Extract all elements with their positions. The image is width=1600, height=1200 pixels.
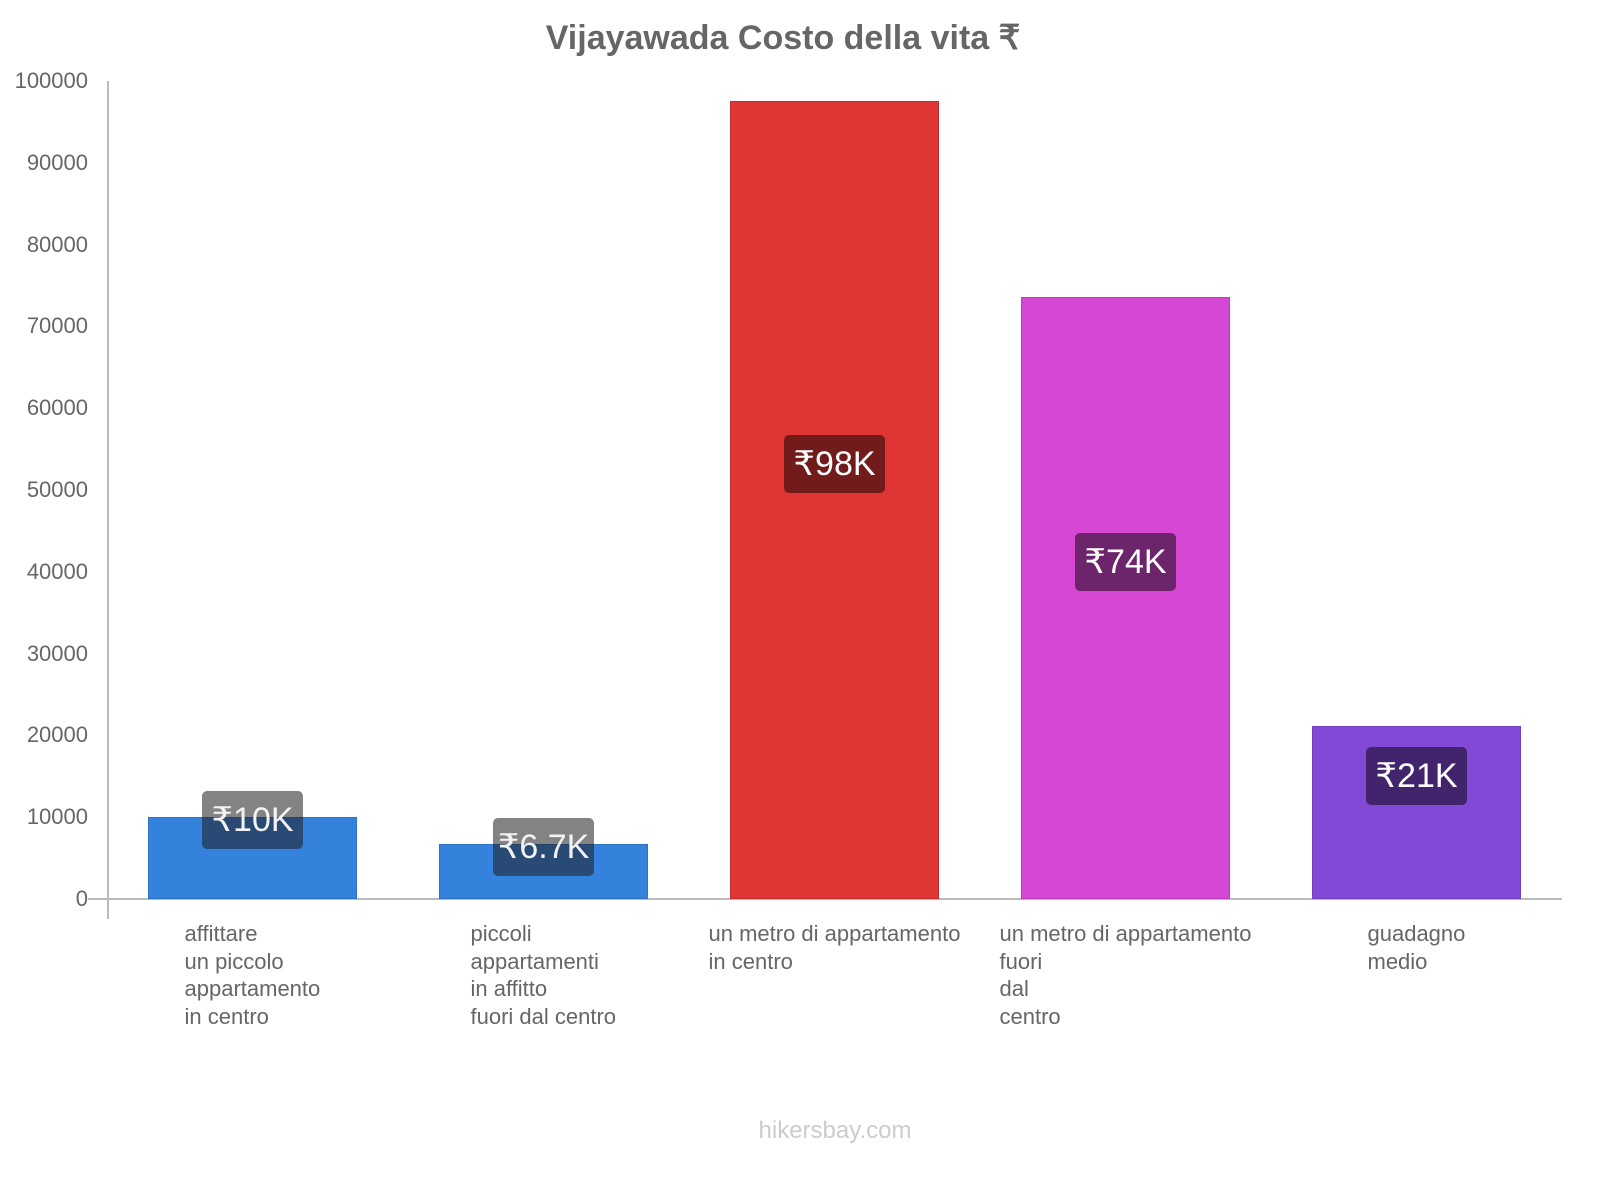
y-tick-label: 20000 [26,722,88,748]
y-tick-label: 30000 [26,640,88,666]
y-tick-label: 90000 [26,149,88,175]
y-tick-label: 70000 [26,313,88,339]
bar[interactable] [730,100,939,899]
y-tick-label: 40000 [26,558,88,584]
footer-watermark: hikersbay.com [758,1117,912,1144]
bar-value-label: ₹10K [202,791,303,850]
y-tick-label: 0 [75,886,88,911]
chart-title: Vijayawada Costo della vita ₹ [545,19,1021,57]
y-tick-label: 60000 [26,395,88,421]
x-category-label: affittare un piccolo appartamento in cen… [184,921,321,1029]
y-tick-label: 100000 [14,68,88,93]
y-tick-label: 10000 [26,804,88,830]
y-tick-label: 80000 [26,231,88,257]
x-category-label: guadagno medio [1367,921,1466,974]
x-category-label: un metro di appartamento in centro [708,921,961,974]
x-axis-line [88,898,1562,900]
x-category-label: piccoli appartamenti in affitto fuori da… [470,921,617,1029]
x-category-label: un metro di appartamento fuori dal centr… [999,921,1252,1029]
bar-value-label: ₹98K [784,435,885,493]
y-tick-label: 50000 [26,477,88,502]
bar-value-label: ₹74K [1075,533,1176,591]
bar[interactable] [1021,296,1230,899]
bar-value-label: ₹6.7K [493,818,594,877]
bar-value-label: ₹21K [1366,746,1467,805]
y-axis-line [107,81,109,919]
